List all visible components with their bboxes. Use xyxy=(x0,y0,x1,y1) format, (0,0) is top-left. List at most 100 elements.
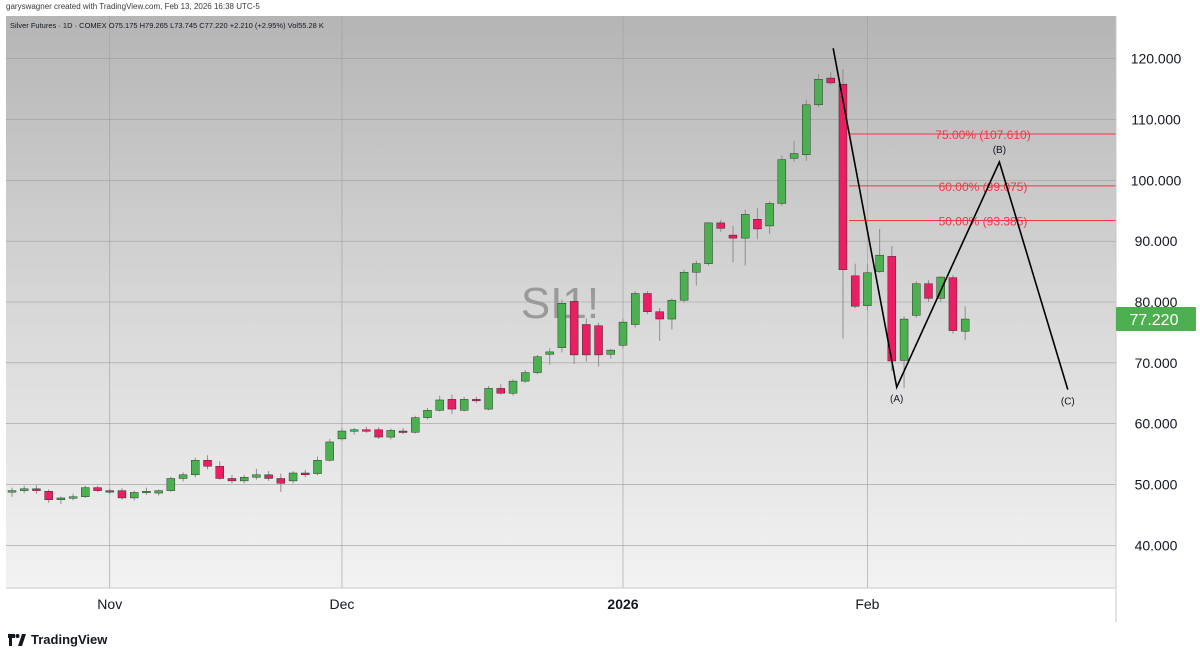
candle[interactable] xyxy=(667,298,677,330)
candle[interactable] xyxy=(484,385,493,411)
candle[interactable] xyxy=(178,472,188,482)
candle[interactable] xyxy=(838,68,848,339)
candle[interactable] xyxy=(203,455,212,470)
candle[interactable] xyxy=(802,99,811,161)
candle[interactable] xyxy=(606,348,615,359)
candle[interactable] xyxy=(93,485,102,492)
candle[interactable] xyxy=(154,489,163,496)
candle[interactable] xyxy=(166,476,176,492)
candle[interactable] xyxy=(117,488,127,500)
candle[interactable] xyxy=(129,490,139,501)
tradingview-logo[interactable]: TradingView xyxy=(8,632,107,647)
candle[interactable] xyxy=(459,396,469,412)
candle[interactable] xyxy=(765,200,774,234)
tradingview-brand-label: TradingView xyxy=(31,632,108,647)
candle[interactable] xyxy=(398,427,408,435)
candle[interactable] xyxy=(386,428,396,440)
candle[interactable] xyxy=(423,407,432,420)
candle[interactable] xyxy=(301,469,310,478)
candle[interactable] xyxy=(863,264,872,311)
wave-path[interactable] xyxy=(832,48,1069,390)
candle-body xyxy=(924,283,933,299)
candle[interactable] xyxy=(692,260,701,286)
candle[interactable] xyxy=(875,228,884,273)
candle[interactable] xyxy=(777,155,787,206)
candle[interactable] xyxy=(56,496,66,505)
price-tick-label: 60.000 xyxy=(1135,416,1178,432)
candle[interactable] xyxy=(753,207,762,240)
candle[interactable] xyxy=(557,299,567,353)
candle[interactable] xyxy=(447,394,457,414)
candle-body xyxy=(521,372,530,382)
candle[interactable] xyxy=(264,471,273,481)
candle[interactable] xyxy=(850,263,860,309)
candle[interactable] xyxy=(227,474,237,484)
candle[interactable] xyxy=(741,209,750,266)
candle[interactable] xyxy=(508,379,518,396)
price-tick-label: 90.000 xyxy=(1135,233,1178,249)
candle[interactable] xyxy=(631,291,640,328)
candle[interactable] xyxy=(814,73,823,108)
candle[interactable] xyxy=(191,457,200,478)
candle-body xyxy=(484,388,493,410)
candle[interactable] xyxy=(68,493,78,501)
candle-body xyxy=(704,222,713,264)
candle[interactable] xyxy=(643,291,652,315)
candle[interactable] xyxy=(704,222,713,266)
candle[interactable] xyxy=(716,219,725,233)
candle[interactable] xyxy=(789,140,799,163)
candle[interactable] xyxy=(362,426,371,433)
candle[interactable] xyxy=(521,370,530,383)
candle[interactable] xyxy=(215,461,224,480)
candle-body xyxy=(618,321,628,346)
candle[interactable] xyxy=(618,318,628,349)
candle[interactable] xyxy=(924,280,933,302)
grid xyxy=(6,16,1116,588)
candle[interactable] xyxy=(20,485,29,494)
candle[interactable] xyxy=(545,348,554,365)
candle[interactable] xyxy=(948,275,958,334)
candle[interactable] xyxy=(142,487,151,495)
candle[interactable] xyxy=(337,427,347,441)
candle[interactable] xyxy=(276,473,286,492)
candles[interactable] xyxy=(7,68,970,505)
candle[interactable] xyxy=(411,415,420,434)
candle[interactable] xyxy=(533,354,542,375)
candle-body xyxy=(533,356,542,373)
candle-body xyxy=(349,429,359,432)
price-tick-label: 110.000 xyxy=(1131,111,1181,127)
candle[interactable] xyxy=(81,485,90,498)
candle[interactable] xyxy=(960,306,970,341)
candle-body xyxy=(679,271,689,301)
candle[interactable] xyxy=(728,225,738,263)
time-axis[interactable]: Nov Dec 2026 Feb xyxy=(97,596,879,612)
candle[interactable] xyxy=(826,71,835,85)
elliott-wave-lines[interactable]: (A) (B) (C) xyxy=(832,48,1075,408)
candle[interactable] xyxy=(349,427,359,435)
candle[interactable] xyxy=(105,488,114,495)
candle-body xyxy=(631,293,640,325)
candle[interactable] xyxy=(594,322,603,367)
candle[interactable] xyxy=(887,246,897,372)
candle[interactable] xyxy=(435,395,444,412)
candle[interactable] xyxy=(679,269,689,303)
candle[interactable] xyxy=(496,384,505,395)
candle[interactable] xyxy=(899,316,909,388)
candle[interactable] xyxy=(239,474,249,484)
price-axis[interactable]: 40.000 50.000 60.000 70.000 80.000 90.000 100.… xyxy=(1131,51,1182,554)
candle[interactable] xyxy=(569,294,579,365)
candle[interactable] xyxy=(252,468,261,480)
candle[interactable] xyxy=(655,308,664,341)
candle[interactable] xyxy=(32,485,41,494)
candle[interactable] xyxy=(582,318,591,362)
candle[interactable] xyxy=(288,471,298,484)
candle[interactable] xyxy=(912,281,921,318)
candle[interactable] xyxy=(472,396,481,404)
candle[interactable] xyxy=(374,427,383,439)
candle[interactable] xyxy=(313,456,322,476)
candle[interactable] xyxy=(325,438,334,462)
candle[interactable] xyxy=(7,487,17,497)
candle[interactable] xyxy=(44,489,53,503)
